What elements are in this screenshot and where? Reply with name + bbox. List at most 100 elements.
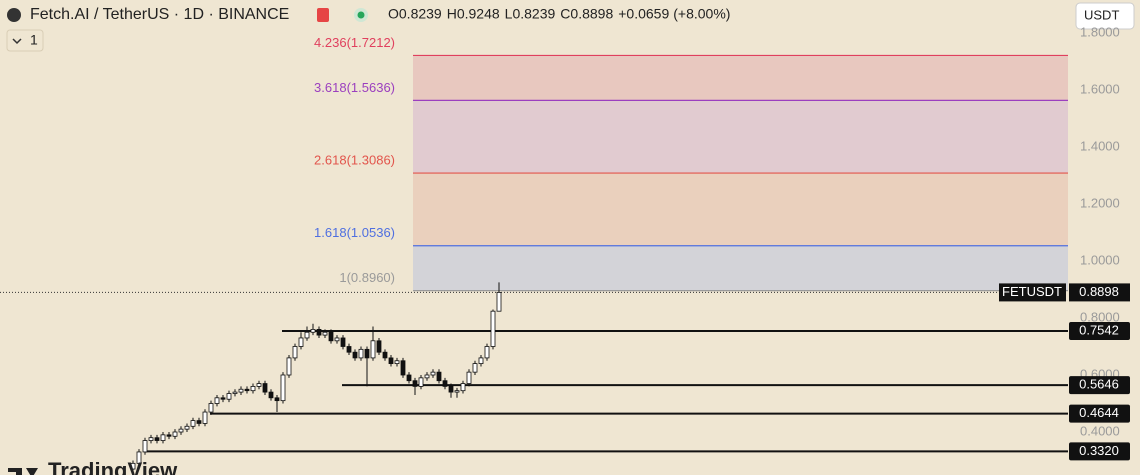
candle-body — [466, 371, 472, 384]
ohlc-values: O 0.8239 H 0.9248 L 0.8239 C 0.8898 +0.0659 (+8.0… — [388, 6, 730, 22]
candle-body — [376, 340, 382, 353]
flag-icon[interactable] — [317, 8, 329, 22]
candle-body — [328, 331, 334, 342]
candle-body — [208, 403, 214, 413]
ohlc-value: 0.8239 — [512, 6, 555, 22]
candle-body — [220, 397, 226, 400]
level-badge — [1069, 376, 1130, 395]
branding: TradingView — [48, 458, 178, 475]
candle-body — [268, 391, 274, 399]
candle-body — [394, 360, 400, 364]
ohlc-value: 0.9248 — [457, 6, 500, 22]
candle-body — [448, 385, 454, 393]
candle-body — [454, 390, 460, 393]
candle-body — [430, 371, 436, 376]
change-percent: (+8.00%) — [673, 6, 730, 22]
fib-band — [413, 245, 1068, 291]
ohlc-label: C — [560, 6, 570, 22]
candle-body — [352, 351, 358, 359]
candle-body — [244, 388, 250, 392]
fib-label: 2.618(1.3086) — [314, 152, 395, 167]
candle-body — [214, 397, 220, 404]
candle-body — [160, 434, 166, 441]
candle-body — [256, 383, 262, 387]
candle-body — [274, 397, 280, 402]
level-badge — [1069, 442, 1130, 461]
chevron — [12, 38, 22, 45]
candle-body — [142, 440, 148, 453]
candle-body — [130, 462, 136, 470]
symbol-badge-text: FETUSDT — [1002, 284, 1062, 299]
price-tick-label: 1.0000 — [1080, 252, 1120, 267]
fib-band — [413, 100, 1068, 174]
currency-button[interactable] — [1075, 2, 1135, 30]
candle-body — [136, 451, 142, 464]
candle-body — [478, 357, 484, 364]
candle-body — [172, 431, 178, 437]
candle-body — [340, 337, 346, 347]
price-badge-text: 0.8898 — [1079, 284, 1119, 299]
candle-body — [424, 374, 430, 379]
candle-body — [202, 411, 208, 424]
fib-label: 3.618(1.5636) — [314, 80, 395, 95]
status-dot — [357, 11, 365, 19]
candle-body — [322, 331, 328, 336]
fib-band — [413, 173, 1068, 246]
candle-body — [292, 346, 298, 359]
candle-body — [484, 346, 490, 359]
ohlc-value: 0.8239 — [399, 6, 442, 22]
fib-band — [413, 55, 1068, 101]
candle-body — [388, 357, 394, 364]
candle-body — [262, 383, 268, 393]
ohlc-label: H — [447, 6, 457, 22]
candle-body — [400, 360, 406, 376]
change: +0.0659 — [618, 6, 669, 22]
candle-body — [280, 374, 286, 402]
price-tick-label: 1.8000 — [1080, 24, 1120, 39]
candle-body — [436, 371, 442, 382]
candle-body — [148, 437, 154, 441]
level-badge-text: 0.7542 — [1079, 322, 1119, 337]
level-badge-text: 0.3320 — [1079, 443, 1119, 458]
price-tick-label: 1.2000 — [1080, 195, 1120, 210]
price-tick-label: 0.8000 — [1080, 309, 1120, 324]
candle-body — [304, 331, 310, 339]
price-badge — [1069, 283, 1130, 302]
symbol-logo — [7, 8, 21, 22]
candle-body — [370, 340, 376, 359]
ohlc-label: L — [505, 6, 513, 22]
candle-body — [346, 346, 352, 353]
indicator-toggle[interactable] — [6, 29, 44, 52]
price-tick-label: 1.4000 — [1080, 138, 1120, 153]
symbol-badge — [999, 283, 1066, 302]
candle-body — [316, 328, 322, 336]
branding-logo — [8, 468, 38, 475]
candle-body — [496, 292, 502, 312]
candle-body — [232, 391, 238, 394]
candle-body — [154, 437, 160, 441]
candle-body — [358, 348, 364, 359]
candle-body — [286, 357, 292, 376]
candle-body — [412, 380, 418, 387]
candle-body — [310, 328, 316, 333]
candle-body — [226, 393, 232, 400]
candle-body — [298, 337, 304, 347]
level-badge — [1069, 404, 1130, 423]
level-badge-text: 0.5646 — [1079, 377, 1119, 392]
fib-label: 1.618(1.0536) — [314, 225, 395, 240]
candle-body — [238, 388, 244, 393]
candle-body — [166, 434, 172, 437]
candle-body — [196, 420, 202, 424]
fib-label: 4.236(1.7212) — [314, 35, 395, 50]
candle-body — [406, 374, 412, 382]
symbol-title: Fetch.AI / TetherUS · 1D · BINANCE — [30, 6, 289, 23]
candle-body — [334, 337, 340, 342]
candle-body — [382, 351, 388, 359]
candle-body — [418, 377, 424, 387]
level-badge — [1069, 322, 1130, 341]
candle-body — [184, 425, 190, 430]
candle-body — [460, 383, 466, 392]
candle-body — [442, 380, 448, 387]
candle-body — [490, 310, 496, 347]
